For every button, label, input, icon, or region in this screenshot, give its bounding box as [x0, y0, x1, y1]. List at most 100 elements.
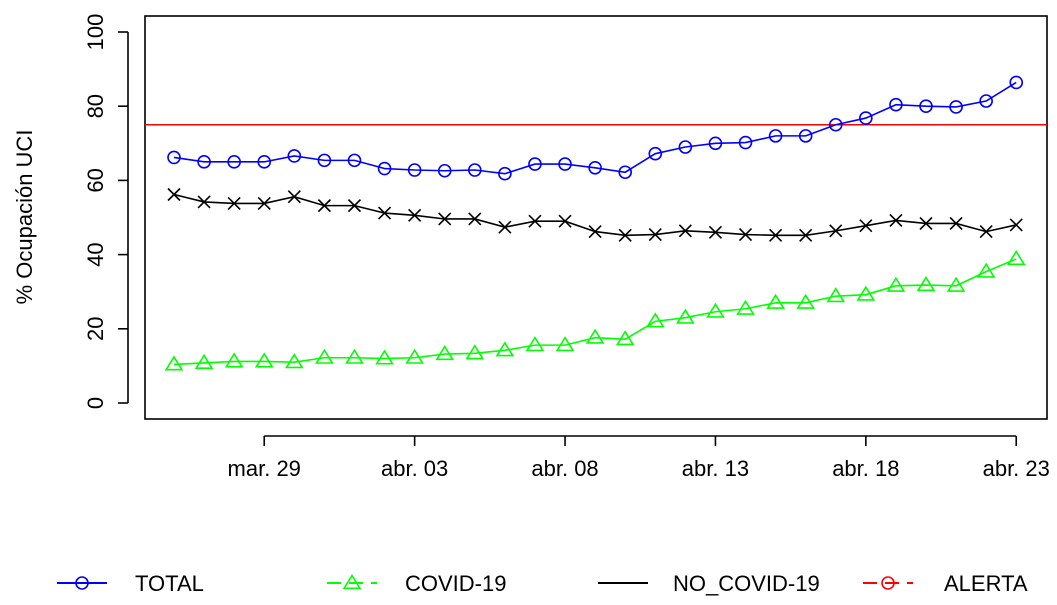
covid-19-point [1006, 250, 1026, 266]
y-tick-label: 0 [83, 397, 108, 409]
covid-19-point [555, 336, 575, 352]
total-point [558, 157, 572, 171]
no-covid-19-point [528, 214, 542, 228]
covid-19-point [766, 293, 785, 309]
covid-19-point [375, 349, 394, 365]
total-point [738, 135, 753, 150]
no-covid-19-point [859, 219, 873, 233]
y-axis: 0 20 40 60 80 100 [83, 14, 129, 409]
series-no-covid-19 [167, 187, 1023, 242]
no-covid-19-point [829, 224, 843, 238]
covid-19-point [525, 336, 545, 352]
series-layer [164, 75, 1026, 371]
covid-19-point [736, 299, 755, 315]
no-covid-19-point [257, 196, 271, 210]
y-axis-label: % Ocupación UCI [12, 130, 37, 305]
legend-item-alerta: ALERTA [863, 571, 1028, 596]
total-point [197, 155, 211, 169]
no-covid-19-point [648, 228, 662, 242]
x-tick-label: abr. 13 [682, 456, 749, 481]
no-covid-19-point [377, 206, 392, 220]
no-covid-19-point [799, 228, 813, 242]
legend-swatch-marker [881, 576, 895, 590]
covid-19-point [676, 308, 695, 324]
covid-19-point [615, 330, 635, 346]
covid-19-point [946, 276, 966, 292]
covid-19-point [194, 353, 214, 369]
covid-19-point [224, 352, 244, 368]
no-covid-19-point [618, 228, 632, 242]
no-covid-19-point [1009, 218, 1023, 232]
total-point [708, 136, 723, 151]
x-tick-label: abr. 03 [381, 456, 448, 481]
no-covid-19-point [347, 199, 362, 213]
covid-19-point [645, 312, 665, 328]
total-point [407, 163, 422, 177]
legend-item-no-covid-19: NO_COVID-19 [598, 571, 820, 596]
no-covid-19-point [227, 196, 241, 210]
total-point [859, 111, 873, 125]
covid-19-point [435, 345, 455, 361]
total-point [437, 163, 452, 178]
covid-19-point [796, 293, 815, 309]
y-tick-label: 20 [83, 317, 108, 341]
total-point [528, 157, 542, 171]
legend-swatch-marker [342, 573, 362, 590]
total-point [798, 129, 813, 143]
covid-19-point [856, 285, 876, 301]
x-axis: mar. 29 abr. 03 abr. 08 abr. 13 abr. 18 abr. … [228, 435, 1050, 481]
covid-19-point [706, 302, 725, 318]
total-point [167, 150, 181, 165]
total-point [949, 100, 963, 114]
y-tick-label: 40 [83, 242, 108, 266]
covid-19-point [495, 341, 515, 357]
total-point [1009, 75, 1024, 90]
series-total [167, 75, 1024, 181]
total-point [919, 99, 933, 113]
no-covid-19-point [197, 195, 211, 209]
legend-item-total: TOTAL [57, 571, 204, 596]
no-covid-19-point [889, 213, 903, 228]
total-point [828, 117, 843, 132]
legend: TOTAL COVID-19 NO_COVID-19 ALERTA [57, 571, 1028, 596]
covid-19-point [164, 355, 184, 371]
covid-19-point [405, 348, 424, 364]
y-tick-label: 100 [83, 14, 108, 51]
total-point [227, 155, 241, 169]
no-covid-19-point [949, 216, 963, 231]
plot-frame [144, 15, 1048, 420]
no-covid-19-point [708, 225, 723, 239]
legend-label: NO_COVID-19 [673, 571, 820, 596]
y-tick-label: 80 [83, 94, 108, 118]
no-covid-19-point [438, 212, 452, 226]
no-covid-19-point [468, 212, 482, 226]
x-tick-label: abr. 23 [983, 456, 1050, 481]
total-point [678, 140, 693, 154]
total-point [467, 163, 482, 177]
legend-swatch-marker [75, 576, 89, 590]
no-covid-19-point [498, 220, 512, 234]
x-tick-label: abr. 18 [832, 456, 899, 481]
legend-label: COVID-19 [405, 571, 506, 596]
no-covid-19-point [769, 228, 783, 242]
total-point [588, 160, 602, 175]
covid-19-point [465, 344, 485, 360]
covid-19-point [285, 353, 304, 369]
total-point [377, 161, 392, 176]
covid-19-point [916, 275, 936, 292]
no-covid-19-point [317, 199, 331, 213]
total-point [287, 149, 302, 163]
covid-19-point [585, 328, 605, 344]
total-point [889, 97, 903, 112]
covid-19-point [886, 276, 906, 292]
no-covid-19-point [588, 225, 602, 239]
total-point [498, 166, 512, 181]
total-point [979, 94, 993, 108]
total-point [257, 155, 272, 169]
covid-19-point [345, 348, 364, 364]
covid-19-point [254, 352, 274, 368]
total-point [347, 153, 362, 168]
covid-19-point [976, 262, 996, 278]
covid-19-point [826, 287, 846, 303]
